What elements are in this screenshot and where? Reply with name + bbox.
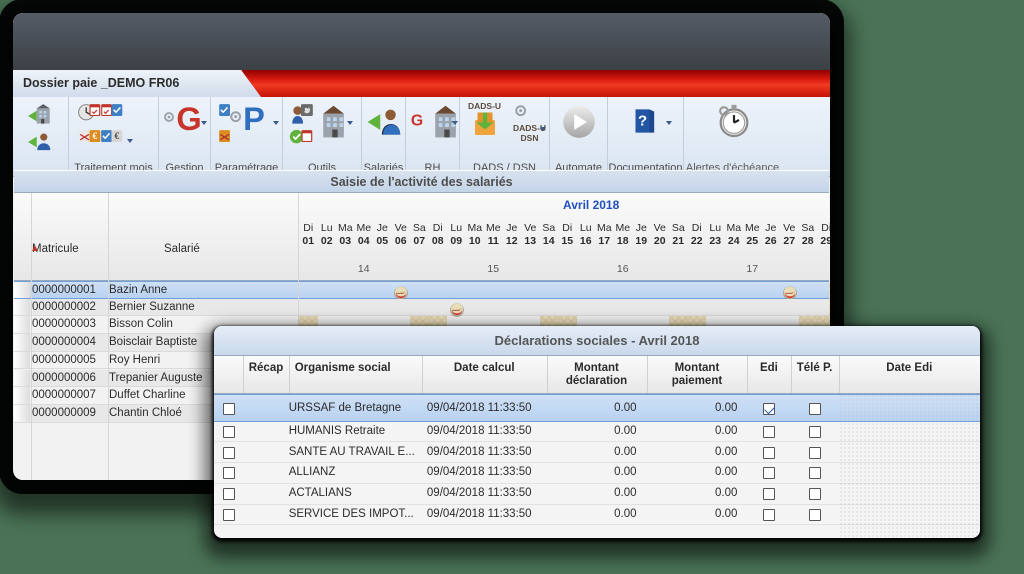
svg-text:G: G xyxy=(176,103,201,137)
svg-text:€: € xyxy=(114,131,119,141)
svg-text:€: € xyxy=(92,131,97,141)
svg-text:P: P xyxy=(243,103,265,137)
svg-text:?: ? xyxy=(638,113,647,130)
